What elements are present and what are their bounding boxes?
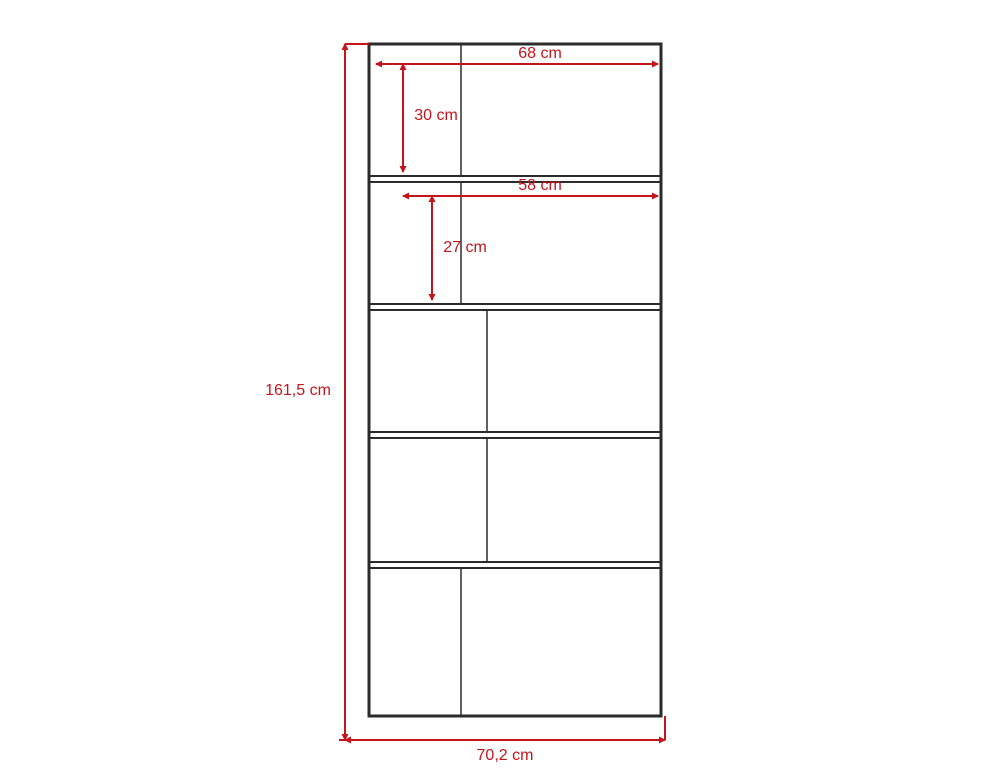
inner-width-58-label: 58 cm [518,177,562,194]
overall-width-label: 70,2 cm [477,747,534,764]
furniture-outline [369,44,661,716]
shelf2-height-label: 27 cm [443,239,487,256]
overall-height-label: 161,5 cm [265,382,331,399]
shelf1-height-label: 30 cm [414,107,458,124]
furniture-dimension-diagram: 161,5 cm 70,2 cm 68 cm 30 cm 58 cm 27 cm [0,0,1000,773]
dimension-annotations: 161,5 cm 70,2 cm 68 cm 30 cm 58 cm 27 cm [265,44,665,764]
inner-width-68-label: 68 cm [518,45,562,62]
outer-frame [369,44,661,716]
